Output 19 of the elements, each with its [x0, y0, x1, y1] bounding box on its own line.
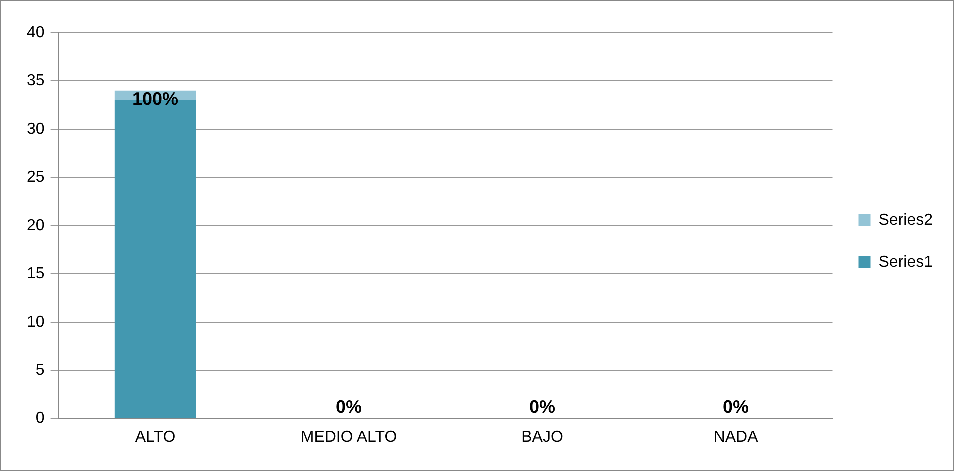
x-tick-label: ALTO	[135, 428, 176, 446]
legend-label: Series2	[878, 212, 934, 229]
legend-label: Series1	[878, 254, 934, 271]
x-tick-label: MEDIO ALTO	[300, 428, 398, 446]
data-label: 0%	[530, 396, 556, 417]
y-tick-label: 20	[27, 217, 45, 234]
data-label: 0%	[336, 396, 362, 417]
y-tick-label: 40	[27, 24, 45, 42]
y-tick-label: 10	[27, 314, 45, 331]
x-tick-label: NADA	[714, 428, 759, 446]
y-tick-label: 30	[27, 120, 45, 138]
y-tick-label: 0	[36, 410, 45, 428]
y-tick-label: 25	[27, 169, 45, 186]
y-tick-label: 35	[27, 72, 45, 90]
data-label: 100%	[132, 88, 179, 109]
y-tick-label: 15	[27, 266, 45, 283]
y-tick-label: 5	[36, 362, 45, 379]
x-tick-label: BAJO	[522, 428, 564, 446]
data-label: 0%	[723, 396, 750, 417]
